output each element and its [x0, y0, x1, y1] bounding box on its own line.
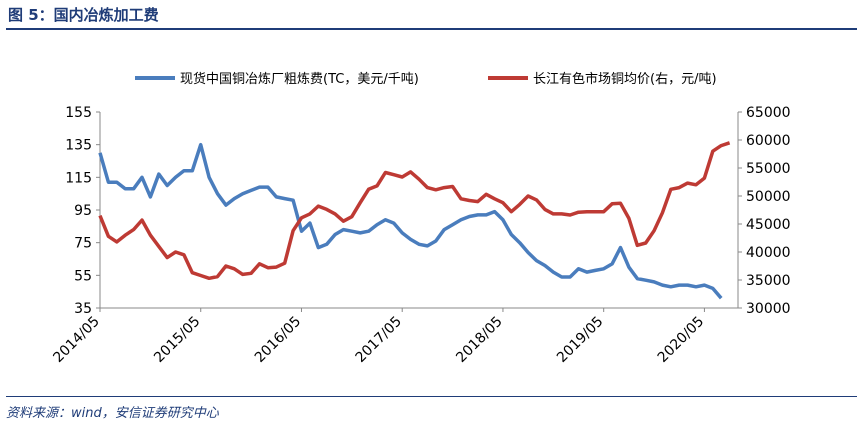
line-chart: 现货中国铜冶炼厂粗炼费(TC，美元/千吨) 长江有色市场铜均价(右，元/吨) 35… — [50, 71, 790, 366]
series-line-tc-fee — [98, 142, 723, 300]
chart-legend: 现货中国铜冶炼厂粗炼费(TC，美元/千吨) 长江有色市场铜均价(右，元/吨) — [135, 71, 717, 87]
left-y-tick-label: 115 — [65, 170, 92, 186]
left-y-tick-label: 95 — [74, 203, 92, 219]
x-tick-label: 2016/05 — [252, 314, 304, 366]
left-y-tick-label: 75 — [74, 236, 92, 252]
x-tick-label: 2015/05 — [151, 314, 203, 366]
series-line-copper-price — [98, 141, 731, 281]
right-y-tick-label: 45000 — [746, 217, 791, 233]
source-divider — [6, 396, 857, 397]
left-y-tick-label: 35 — [74, 301, 92, 317]
x-tick-label: 2014/05 — [50, 314, 102, 366]
title-divider — [6, 28, 857, 30]
x-tick-label: 2018/05 — [453, 314, 505, 366]
chart-axes: 35 55 75 95 115 135 155 30000 35000 40000 45000 500… — [50, 105, 790, 366]
legend-label: 现货中国铜冶炼厂粗炼费(TC，美元/千吨) — [180, 71, 419, 87]
x-tick-label: 2019/05 — [554, 314, 606, 366]
right-y-tick-label: 40000 — [746, 245, 791, 261]
left-y-tick-label: 155 — [65, 105, 92, 121]
figure-title: 图 5：国内冶炼加工费 — [8, 6, 159, 24]
right-y-tick-label: 65000 — [746, 105, 791, 121]
source-note: 资料来源：wind，安信证券研究中心 — [6, 406, 219, 421]
chart-series — [98, 141, 731, 300]
legend-label: 长江有色市场铜均价(右，元/吨) — [533, 71, 717, 87]
right-y-tick-label: 55000 — [746, 161, 791, 177]
right-y-tick-label: 50000 — [746, 189, 791, 205]
right-y-tick-label: 35000 — [746, 273, 791, 289]
right-y-tick-label: 60000 — [746, 133, 791, 149]
right-y-tick-label: 30000 — [746, 301, 791, 317]
x-tick-label: 2017/05 — [353, 314, 405, 366]
left-y-tick-label: 55 — [74, 268, 92, 284]
x-tick-label: 2020/05 — [655, 314, 707, 366]
left-y-tick-label: 135 — [65, 138, 92, 154]
